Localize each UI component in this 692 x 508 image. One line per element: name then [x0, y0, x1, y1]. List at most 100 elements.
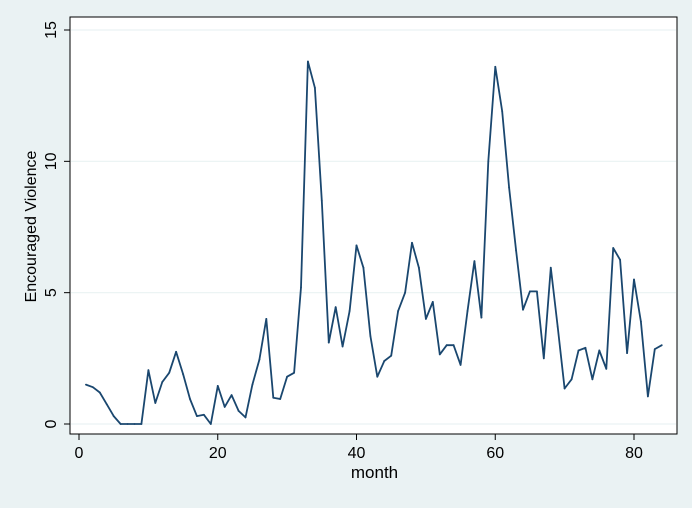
- x-tick-label: 20: [209, 445, 227, 462]
- data-point: [418, 266, 420, 269]
- data-point: [85, 383, 87, 386]
- data-point: [653, 348, 656, 351]
- data-point: [487, 160, 490, 163]
- data-point: [404, 291, 406, 294]
- data-point: [424, 318, 427, 320]
- data-point: [272, 396, 275, 399]
- data-point: [584, 346, 587, 349]
- data-point: [556, 325, 559, 328]
- data-point: [216, 385, 219, 387]
- data-point: [327, 341, 330, 344]
- data-point: [202, 413, 205, 416]
- y-tick-label: 5: [43, 288, 60, 297]
- data-point: [161, 381, 164, 383]
- data-point: [494, 65, 497, 68]
- series-layer: [85, 60, 663, 425]
- data-point: [133, 423, 136, 425]
- data-point: [126, 423, 129, 425]
- data-point: [168, 371, 171, 374]
- data-point: [438, 353, 441, 356]
- data-point: [660, 344, 663, 347]
- data-point: [182, 373, 184, 375]
- data-point: [452, 344, 455, 347]
- x-axis-label: month: [351, 463, 398, 482]
- data-point: [619, 258, 622, 261]
- data-point: [633, 278, 635, 281]
- data-point: [286, 375, 289, 378]
- data-point: [480, 316, 483, 319]
- data-point: [397, 310, 400, 312]
- y-tick-label: 0: [43, 419, 60, 428]
- data-point: [529, 290, 531, 293]
- data-point: [313, 86, 316, 89]
- data-point: [431, 300, 434, 303]
- data-point: [598, 349, 601, 352]
- data-point: [230, 394, 233, 397]
- axes: 0 5 10 15 0 20 40 60 80: [43, 21, 643, 462]
- data-point: [244, 416, 247, 419]
- data-point: [196, 415, 198, 418]
- data-point: [515, 249, 517, 252]
- data-point: [175, 350, 178, 353]
- data-point: [376, 375, 379, 378]
- data-point: [147, 369, 150, 372]
- data-point: [535, 290, 538, 293]
- data-point: [189, 398, 191, 400]
- data-point: [459, 364, 462, 366]
- gridlines: [71, 29, 676, 425]
- data-point: [646, 395, 649, 398]
- data-point: [626, 352, 628, 354]
- data-point: [140, 423, 143, 425]
- data-point: [473, 260, 476, 263]
- x-tick-label: 80: [625, 445, 643, 462]
- data-point: [612, 247, 615, 249]
- data-point: [563, 387, 566, 390]
- data-point: [341, 345, 344, 348]
- data-point: [154, 402, 157, 404]
- data-point: [237, 409, 240, 412]
- data-point: [265, 318, 268, 320]
- data-point: [355, 244, 358, 247]
- data-point: [223, 406, 226, 408]
- x-tick-label: 60: [486, 445, 504, 462]
- data-point: [383, 360, 386, 362]
- data-point: [98, 391, 101, 394]
- data-point: [112, 415, 115, 418]
- data-point: [209, 423, 212, 425]
- y-tick-label: 10: [43, 152, 60, 170]
- data-point: [258, 358, 261, 361]
- data-point: [251, 383, 254, 386]
- data-point: [320, 199, 323, 202]
- plot-area: [69, 16, 678, 435]
- data-point: [605, 367, 608, 370]
- data-point: [577, 349, 580, 352]
- data-point: [293, 371, 295, 374]
- data-point: [466, 310, 469, 312]
- data-point: [542, 357, 545, 360]
- data-point: [445, 344, 448, 347]
- data-point: [501, 110, 504, 113]
- data-point: [279, 398, 282, 400]
- data-point: [390, 354, 393, 357]
- data-point: [591, 378, 594, 381]
- data-point: [411, 241, 413, 244]
- data-point: [105, 403, 108, 406]
- data-point: [362, 266, 365, 269]
- data-point: [334, 306, 337, 309]
- series-line: [85, 60, 663, 425]
- x-tick-label: 0: [75, 445, 84, 462]
- data-point: [307, 60, 309, 63]
- data-point: [348, 310, 351, 312]
- data-point: [522, 308, 524, 311]
- y-axis-label: Encouraged Violence: [23, 150, 40, 302]
- data-point: [640, 320, 642, 323]
- x-tick-label: 40: [348, 445, 366, 462]
- y-tick-label: 15: [43, 21, 60, 39]
- data-point: [91, 386, 94, 389]
- data-point: [369, 335, 372, 337]
- data-point: [508, 186, 511, 189]
- data-point: [549, 266, 552, 269]
- data-point: [570, 378, 573, 381]
